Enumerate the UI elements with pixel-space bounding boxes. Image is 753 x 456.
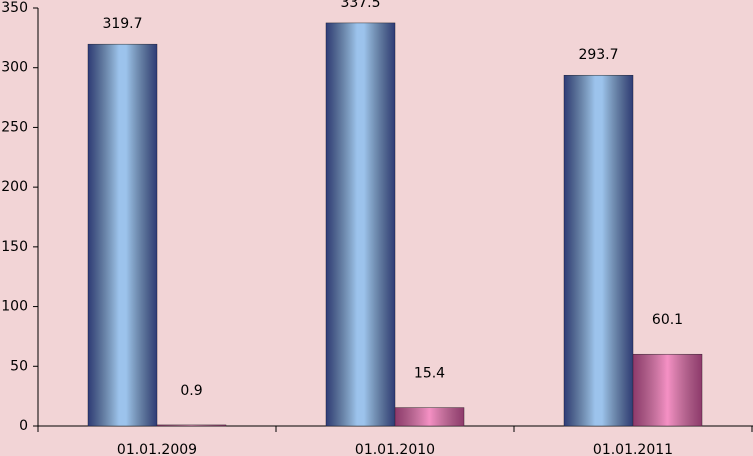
value-label: 15.4	[414, 366, 445, 382]
y-tick-label: 200	[1, 179, 28, 195]
y-tick-label: 0	[19, 418, 28, 434]
x-tick-label: 01.01.2010	[355, 442, 435, 456]
bar-shade	[326, 22, 395, 427]
value-label: 337.5	[340, 0, 380, 11]
value-label: 319.7	[102, 16, 142, 32]
y-tick-label: 300	[1, 60, 28, 76]
value-label: 0.9	[180, 383, 202, 399]
x-tick-label: 01.01.2011	[593, 442, 673, 456]
bar-shade	[88, 44, 157, 426]
y-tick-label: 150	[1, 239, 28, 255]
value-label: 60.1	[652, 312, 683, 328]
y-tick-label: 350	[1, 0, 28, 16]
bar-shade	[157, 424, 226, 426]
y-tick-label: 50	[10, 358, 28, 374]
bar-shade	[395, 407, 464, 426]
y-tick-label: 100	[1, 299, 28, 315]
bar-shade	[633, 354, 702, 426]
bar-shade	[564, 75, 633, 427]
y-tick-label: 250	[1, 119, 28, 135]
x-tick-label: 01.01.2009	[117, 442, 197, 456]
value-label: 293.7	[578, 47, 618, 63]
